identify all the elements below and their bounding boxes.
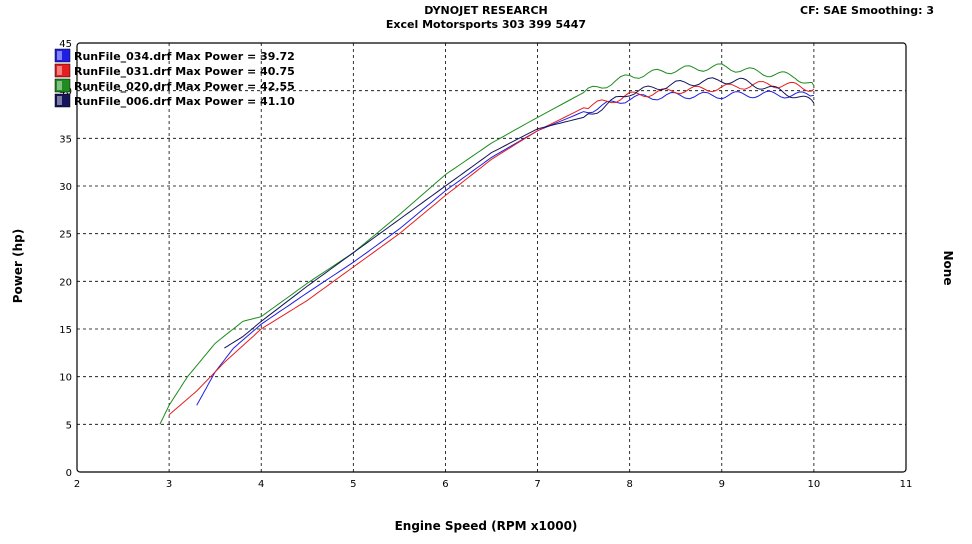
correction-factor-info: CF: SAE Smoothing: 3 (800, 4, 934, 17)
y-tick-label: 0 (66, 468, 72, 479)
legend-label: RunFile_034.drf Max Power = 39.72 (74, 50, 295, 63)
legend-swatch-highlight (57, 66, 62, 75)
series-line (224, 77, 815, 349)
y-tick-label: 5 (66, 420, 72, 431)
x-axis-label: Engine Speed (RPM x1000) (394, 519, 578, 533)
series-line (159, 63, 815, 425)
legend-label: RunFile_031.drf Max Power = 40.75 (74, 65, 295, 78)
x-tick-label: 5 (350, 479, 356, 490)
series-line (196, 90, 814, 406)
x-tick-label: 11 (900, 479, 913, 490)
x-tick-label: 9 (719, 479, 725, 490)
y-tick-label: 10 (59, 373, 72, 384)
y-tick-label: 45 (59, 39, 72, 50)
y-tick-label: 35 (59, 134, 72, 145)
legend-swatch-highlight (57, 51, 62, 60)
y-tick-label: 15 (59, 325, 72, 336)
legend-swatch-highlight (57, 81, 62, 90)
x-tick-label: 8 (626, 479, 632, 490)
y-tick-label: 30 (59, 182, 72, 193)
x-tick-label: 7 (534, 479, 540, 490)
x-tick-label: 4 (258, 479, 264, 490)
x-tick-label: 6 (442, 479, 448, 490)
legend-label: RunFile_006.drf Max Power = 41.10 (74, 95, 295, 108)
x-tick-label: 2 (74, 479, 80, 490)
x-tick-label: 3 (166, 479, 172, 490)
chart-title: DYNOJET RESEARCH (424, 4, 548, 17)
plot-area (76, 42, 907, 473)
legend-label: RunFile_020.drf Max Power = 42.55 (74, 80, 295, 93)
x-tick-label: 10 (808, 479, 821, 490)
y-tick-label: 25 (59, 230, 72, 241)
legend-swatch (54, 63, 71, 78)
chart-subtitle: Excel Motorsports 303 399 5447 (385, 18, 587, 31)
legend-swatch-highlight (57, 96, 62, 105)
legend-swatch (54, 48, 71, 63)
legend-swatch (54, 78, 71, 93)
y-tick-label: 20 (59, 277, 72, 288)
series-line (168, 81, 815, 416)
legend-swatch (54, 93, 71, 108)
